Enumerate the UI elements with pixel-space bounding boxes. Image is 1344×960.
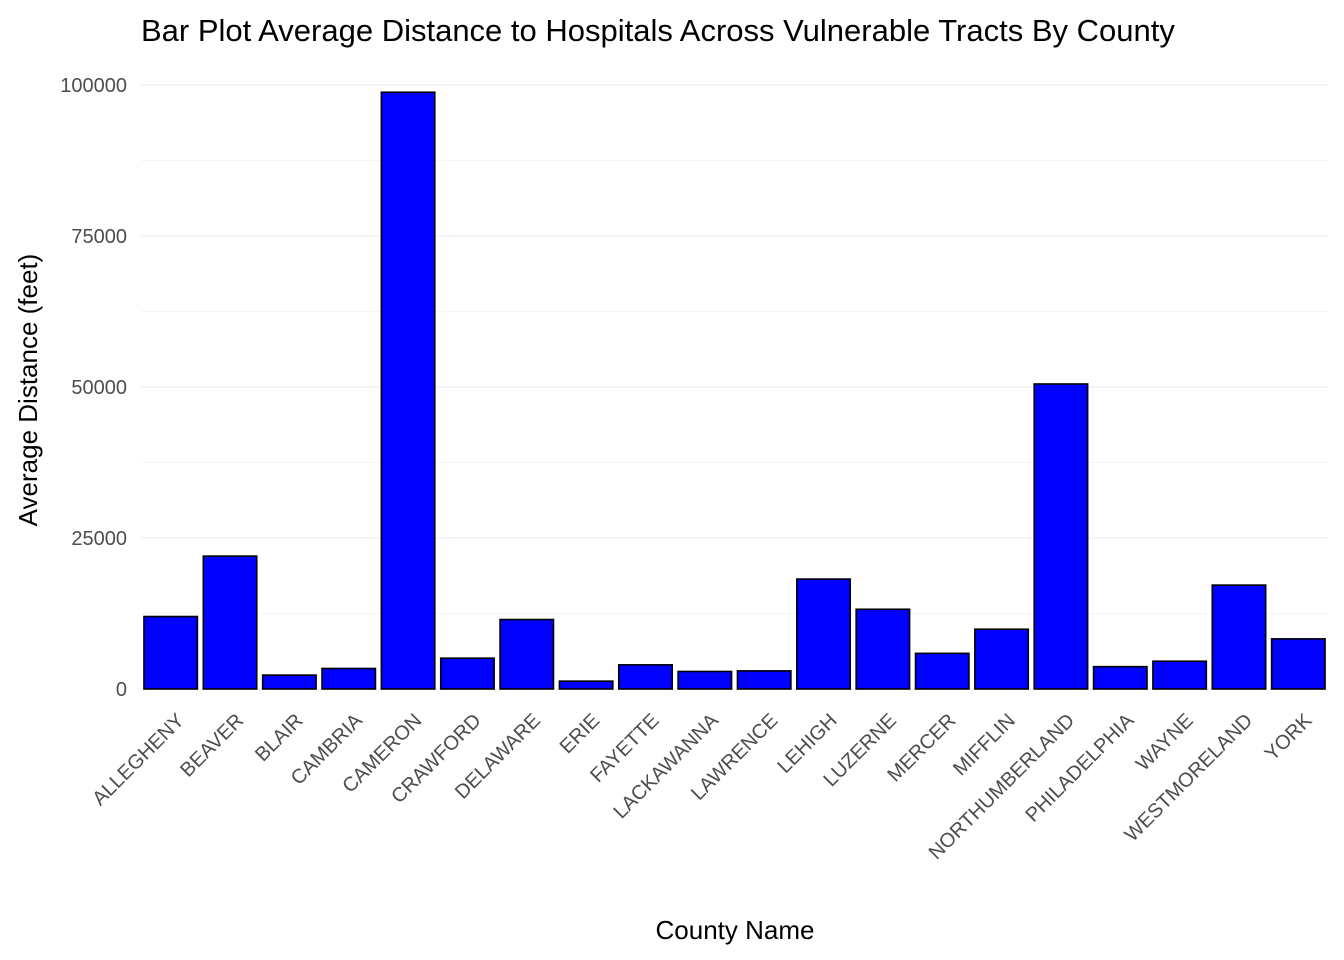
y-tick-label: 100000 xyxy=(60,75,127,97)
bar-philadelphia xyxy=(1092,665,1148,690)
bar-wayne xyxy=(1152,660,1208,690)
bar-fayette xyxy=(617,664,673,690)
bar-westmoreland xyxy=(1211,584,1267,690)
bar-beaver xyxy=(202,555,258,690)
bar-cameron xyxy=(380,91,436,690)
x-tick-label-erie: ERIE xyxy=(556,710,605,759)
bar-lawrence xyxy=(736,670,792,690)
x-axis-title: County Name xyxy=(656,915,815,945)
y-tick-label: 0 xyxy=(116,679,127,701)
bar-crawford xyxy=(439,657,495,690)
bar-erie xyxy=(558,680,614,690)
bar-mercer xyxy=(914,652,970,690)
bar-northumberland xyxy=(1033,383,1089,690)
y-tick-label: 50000 xyxy=(71,377,127,399)
x-tick-label-york: YORK xyxy=(1261,709,1317,765)
y-axis-tick-labels: 0 25000 50000 75000 100000 xyxy=(60,75,127,701)
x-tick-label-beaver: BEAVER xyxy=(176,710,248,782)
bar-mifflin xyxy=(974,628,1030,690)
y-tick-label: 75000 xyxy=(71,226,127,248)
x-tick-label-lackawanna: LACKAWANNA xyxy=(609,709,723,823)
bar-luzerne xyxy=(855,608,911,690)
bars xyxy=(143,91,1326,690)
gridlines xyxy=(141,84,1328,690)
bar-lackawanna xyxy=(677,670,733,690)
y-axis-title: Average Distance (feet) xyxy=(13,254,43,527)
bar-lehigh xyxy=(796,578,852,690)
bar-delaware xyxy=(499,618,555,690)
bar-allegheny xyxy=(143,615,199,690)
x-tick-label-philadelphia: PHILADELPHIA xyxy=(1021,709,1138,826)
bar-york xyxy=(1270,638,1326,690)
x-tick-label-blair: BLAIR xyxy=(251,710,307,766)
y-tick-label: 25000 xyxy=(71,528,127,550)
bar-cambria xyxy=(321,667,377,690)
chart-title: Bar Plot Average Distance to Hospitals A… xyxy=(141,13,1175,48)
x-tick-label-allegheny: ALLEGHENY xyxy=(88,710,188,810)
bar-blair xyxy=(261,674,317,690)
